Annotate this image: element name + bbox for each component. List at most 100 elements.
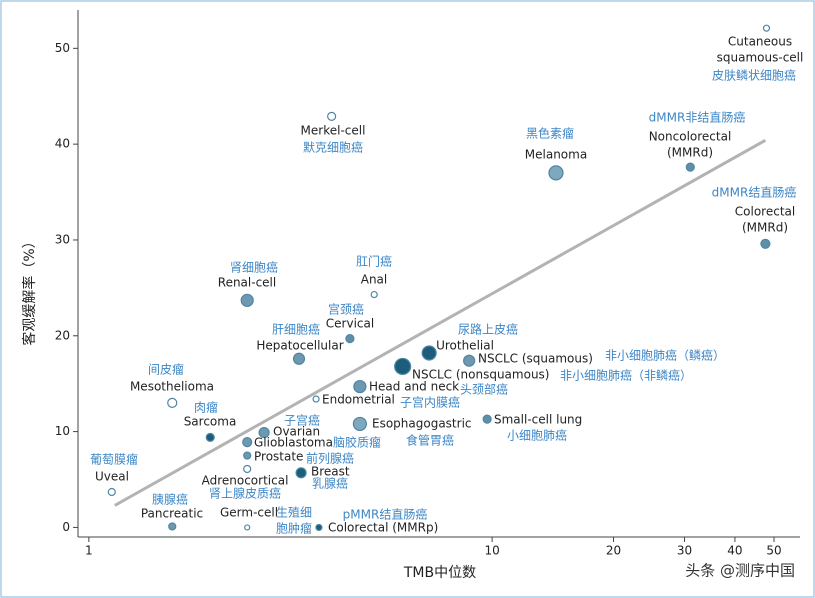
point-label-cn: 生殖细 [276, 505, 312, 520]
y-axis-title: 客观缓解率（%） [21, 234, 38, 345]
point-label-cn: 尿路上皮癌 [458, 322, 518, 337]
x-tick-label: 50 [766, 544, 781, 558]
point-label: Glioblastoma [254, 436, 333, 450]
point-label-cn: 非小细胞肺癌（鳞癌） [605, 348, 725, 363]
point-label-cn: dMMR结直肠癌 [712, 185, 797, 200]
y-tick-label: 10 [55, 424, 70, 438]
y-tick-label: 40 [55, 137, 70, 151]
point-label-cn: dMMR非结直肠癌 [649, 110, 746, 125]
point-label: NSCLC (nonsquamous) [412, 368, 549, 382]
point-label-cn: 葡萄膜瘤 [90, 452, 138, 467]
point-label: Urothelial [436, 339, 494, 353]
point-label-cn: 肛门癌 [356, 254, 392, 269]
point [685, 162, 695, 172]
y-tick-label: 0 [62, 520, 70, 534]
point-label: Prostate [254, 450, 303, 464]
point-label-cn: 脑胶质瘤 [333, 435, 381, 450]
point-label: Esophagogastric [372, 417, 472, 431]
point [315, 523, 323, 532]
y-tick-label: 20 [55, 328, 70, 342]
point [243, 451, 252, 460]
point-label: Colorectal [735, 205, 795, 219]
point [243, 464, 252, 474]
point-label: (MMRd) [742, 221, 788, 235]
point-label: Cutaneous [728, 35, 792, 49]
point-label-cn: 胞肿瘤 [276, 521, 312, 536]
point [352, 416, 367, 432]
point-label: Merkel-cell [301, 124, 366, 138]
point-label-cn: 肾细胞癌 [230, 260, 278, 275]
point-label-cn: 乳腺癌 [312, 476, 348, 491]
point [205, 432, 215, 442]
point [762, 24, 771, 32]
point-label-cn: 肾上腺皮质癌 [209, 486, 281, 501]
point-label-cn: 默克细胞癌 [303, 140, 363, 155]
point-label-cn: 肝细胞癌 [272, 322, 320, 337]
point-label-cn: 皮肤鳞状细胞癌 [712, 68, 796, 83]
point [242, 437, 253, 448]
point-label-cn: 肉瘤 [194, 400, 218, 415]
point [292, 352, 306, 365]
x-tick-label: 40 [727, 544, 742, 558]
point-label-cn: 食管胃癌 [406, 433, 454, 448]
point [327, 111, 337, 121]
point [463, 354, 476, 367]
y-tick-label: 50 [55, 41, 70, 55]
point [167, 397, 178, 408]
point-label: Melanoma [525, 148, 587, 162]
point [760, 238, 771, 249]
x-tick-label: 1 [85, 544, 93, 558]
point [168, 522, 177, 531]
point-label-cn: 子宫内膜癌 [400, 395, 460, 410]
point-label: Cervical [326, 317, 374, 331]
point-label: Mesothelioma [130, 380, 214, 394]
x-tick-label: 20 [606, 544, 621, 558]
point [353, 379, 367, 394]
point [107, 487, 116, 497]
point [421, 345, 437, 361]
point [370, 290, 378, 299]
point [295, 467, 307, 479]
point-label: Endometrial [322, 393, 395, 407]
watermark: 头条 @测序中国 [685, 562, 795, 580]
point-label: Adrenocortical [202, 474, 289, 488]
point [482, 414, 492, 424]
point-label-cn: 小细胞肺癌 [507, 428, 567, 443]
point-label-cn: 非小细胞肺癌（非鳞癌） [560, 368, 692, 383]
point-label-cn: 间皮瘤 [148, 362, 184, 377]
point-label-cn: 胰腺癌 [152, 492, 188, 507]
point [240, 293, 254, 307]
point-label: Pancreatic [141, 507, 203, 521]
point-label-cn: 子宫癌 [284, 413, 320, 428]
point-label: (MMRd) [667, 146, 713, 160]
point-label: Head and neck [369, 380, 459, 394]
point-label: Hepatocellular [256, 339, 343, 353]
point-label: Noncolorectal [649, 130, 732, 144]
point [345, 334, 355, 344]
point [312, 395, 320, 403]
x-tick-label: 30 [677, 544, 692, 558]
point-label-cn: 黑色素瘤 [526, 126, 574, 141]
point-label: Renal-cell [218, 276, 276, 290]
x-tick-label: 10 [484, 544, 499, 558]
point-label: Colorectal (MMRp) [328, 521, 438, 535]
point [548, 165, 564, 181]
point-label-cn: 头颈部癌 [460, 382, 508, 397]
y-tick-label: 30 [55, 232, 70, 246]
point-label: Ovarian [273, 425, 320, 439]
point-label: Sarcoma [184, 415, 237, 429]
point-label-cn: 前列腺癌 [306, 451, 354, 466]
point [258, 426, 270, 439]
point [244, 524, 251, 531]
point-label: Anal [361, 273, 388, 287]
point-label-cn: pMMR结直肠癌 [343, 507, 428, 522]
point-label: Breast [311, 465, 350, 479]
point-label: NSCLC (squamous) [478, 352, 593, 366]
x-axis-title: TMB中位数 [403, 565, 476, 581]
point-label-cn: 宫颈癌 [328, 302, 364, 317]
point-label: Uveal [95, 470, 129, 484]
point [394, 357, 412, 376]
point-label: Germ-cell [220, 506, 278, 520]
